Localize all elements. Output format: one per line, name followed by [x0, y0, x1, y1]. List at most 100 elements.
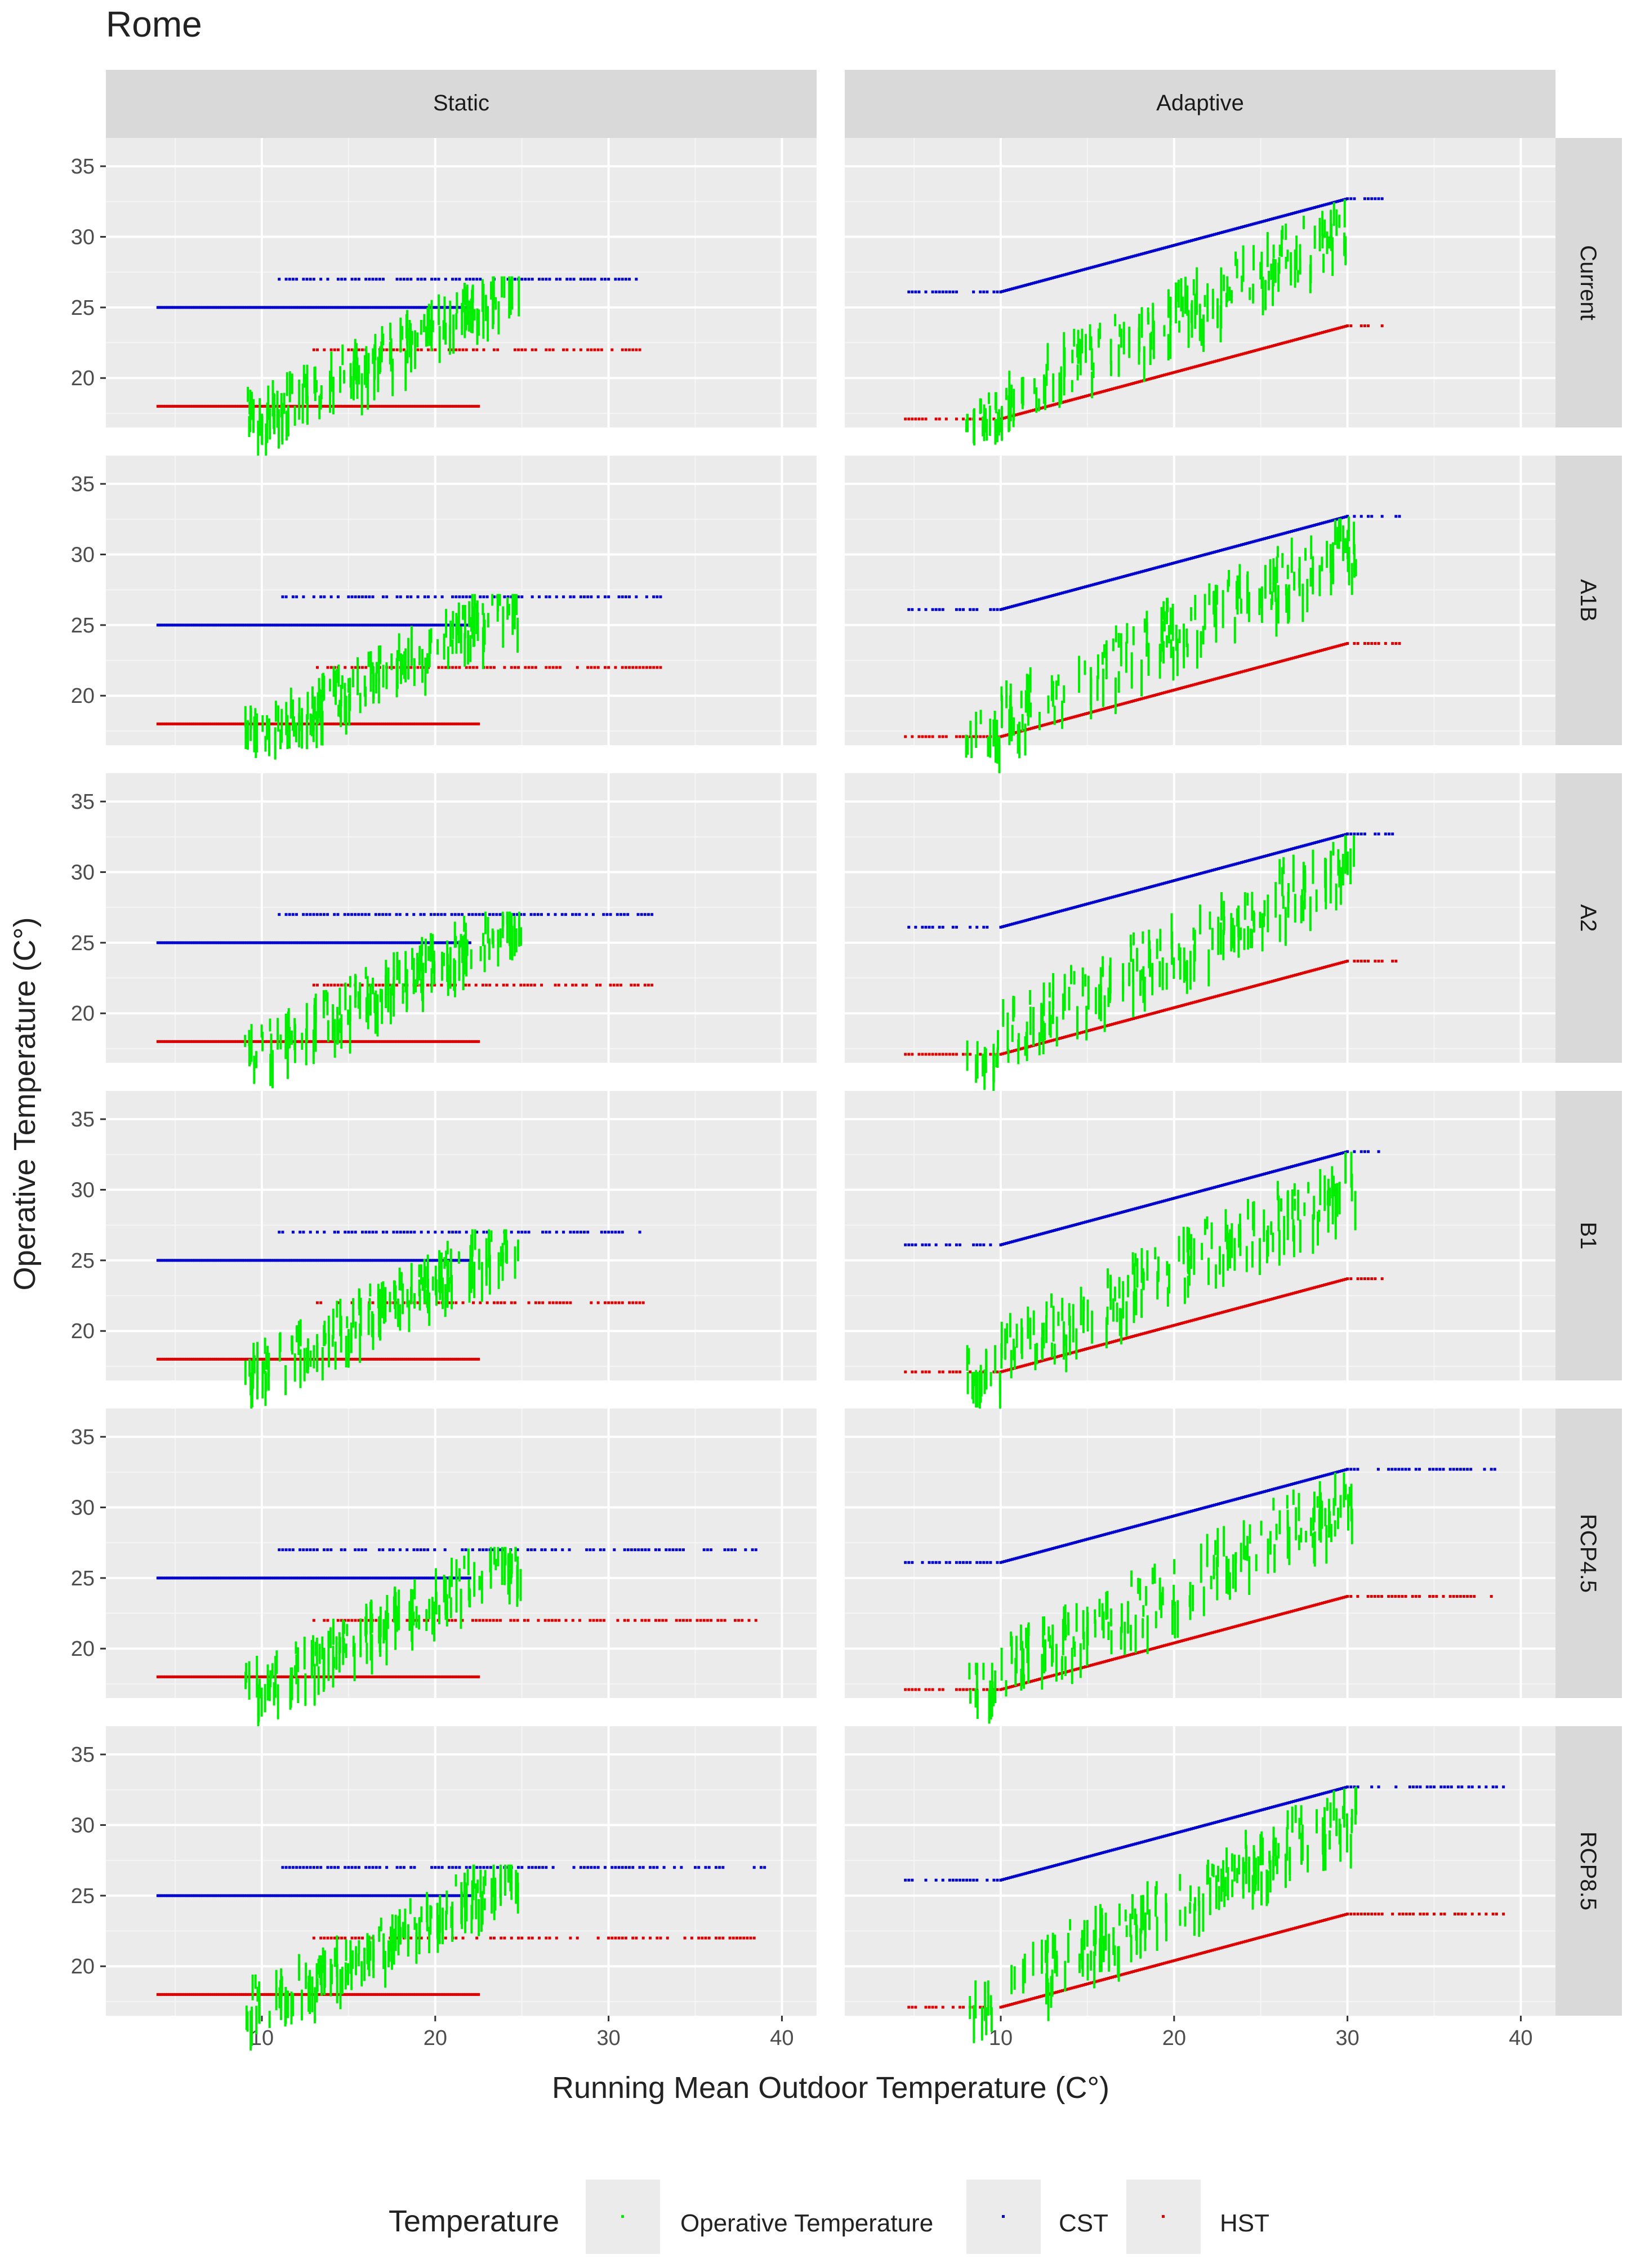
- data-point: [643, 983, 647, 987]
- data-point: [1097, 328, 1100, 348]
- data-point: [367, 1000, 369, 1030]
- data-point: [170, 1259, 173, 1262]
- data-point: [408, 1300, 411, 1333]
- data-point: [614, 278, 617, 281]
- data-point: [272, 623, 275, 627]
- data-point: [447, 623, 451, 627]
- data-point: [1315, 332, 1318, 336]
- data-point: [1003, 924, 1006, 928]
- data-point: [531, 666, 534, 669]
- data-point: [1074, 715, 1077, 718]
- data-point: [1111, 1213, 1114, 1217]
- data-point: [291, 278, 295, 281]
- data-point: [1138, 1015, 1141, 1019]
- data-point: [1109, 338, 1112, 364]
- data-point: [1207, 949, 1210, 987]
- data-point: [924, 1370, 928, 1374]
- data-point: [1255, 1302, 1259, 1305]
- data-point: [1047, 1040, 1051, 1043]
- data-point: [1034, 725, 1037, 729]
- data-point: [1113, 895, 1116, 898]
- data-point: [1290, 847, 1293, 850]
- data-point: [221, 722, 225, 725]
- data-point: [1311, 206, 1314, 210]
- data-point: [288, 1027, 291, 1049]
- data-point: [624, 278, 627, 281]
- data-point: [1063, 591, 1066, 594]
- data-point: [1311, 969, 1314, 972]
- data-point: [996, 1030, 999, 1050]
- data-point: [439, 1357, 442, 1361]
- data-point: [285, 623, 288, 627]
- data-point: [187, 306, 190, 309]
- data-point: [1299, 244, 1301, 274]
- data-point: [326, 306, 329, 309]
- data-point: [1176, 560, 1180, 564]
- data-point: [287, 1008, 290, 1031]
- data-point: [574, 913, 578, 916]
- data-point: [907, 1053, 911, 1056]
- data-point: [966, 1040, 969, 1071]
- data-point: [1273, 344, 1276, 347]
- data-point: [367, 993, 369, 1014]
- data-point: [972, 1243, 975, 1246]
- data-point: [220, 1259, 223, 1262]
- data-point: [399, 278, 402, 281]
- data-point: [1267, 1298, 1270, 1302]
- data-point: [1011, 287, 1014, 291]
- data-point: [326, 941, 329, 944]
- data-point: [1227, 865, 1230, 868]
- data-point: [198, 404, 202, 408]
- strip-label-current: Current: [1576, 245, 1601, 320]
- data-point: [316, 1343, 319, 1358]
- data-point: [1201, 236, 1205, 239]
- data-point: [407, 623, 410, 627]
- data-point: [1122, 702, 1126, 705]
- data-point: [170, 306, 173, 309]
- data-point: [1130, 1208, 1134, 1211]
- data-point: [298, 623, 302, 627]
- data-point: [1099, 322, 1102, 340]
- data-point: [585, 913, 588, 916]
- data-point: [510, 595, 513, 599]
- data-point: [1161, 1009, 1164, 1013]
- data-point: [195, 1259, 198, 1262]
- data-point: [398, 722, 402, 725]
- data-point: [1370, 197, 1374, 200]
- data-point: [1246, 224, 1249, 228]
- data-point: [287, 405, 289, 428]
- data-point: [513, 348, 516, 351]
- data-point: [392, 348, 395, 351]
- data-point: [254, 1040, 257, 1043]
- data-point: [1009, 695, 1011, 718]
- data-point: [1080, 269, 1084, 272]
- data-point: [1313, 841, 1316, 844]
- data-point: [200, 1040, 204, 1043]
- data-point: [1292, 1165, 1295, 1168]
- data-point: [319, 394, 322, 409]
- facet-strip-static: Static: [106, 70, 817, 138]
- data-point: [435, 404, 438, 408]
- data-point: [599, 983, 602, 987]
- data-point: [164, 1259, 167, 1262]
- data-point: [1326, 965, 1330, 968]
- data-point: [635, 278, 638, 281]
- data-point: [429, 1040, 433, 1043]
- data-point: [160, 1357, 163, 1361]
- data-point: [1271, 1297, 1274, 1300]
- data-point: [401, 1259, 404, 1262]
- data-point: [454, 1357, 457, 1361]
- data-point: [483, 620, 486, 645]
- data-point: [1313, 523, 1316, 527]
- data-point: [375, 1231, 378, 1234]
- data-point: [1251, 540, 1255, 543]
- data-point: [1184, 558, 1187, 562]
- data-point: [1243, 1304, 1247, 1308]
- data-point: [367, 1303, 370, 1335]
- data-point: [395, 913, 398, 916]
- data-point: [428, 1259, 431, 1262]
- data-point: [396, 1040, 400, 1043]
- data-point: [377, 678, 380, 704]
- data-point: [262, 941, 265, 944]
- data-point: [621, 595, 624, 599]
